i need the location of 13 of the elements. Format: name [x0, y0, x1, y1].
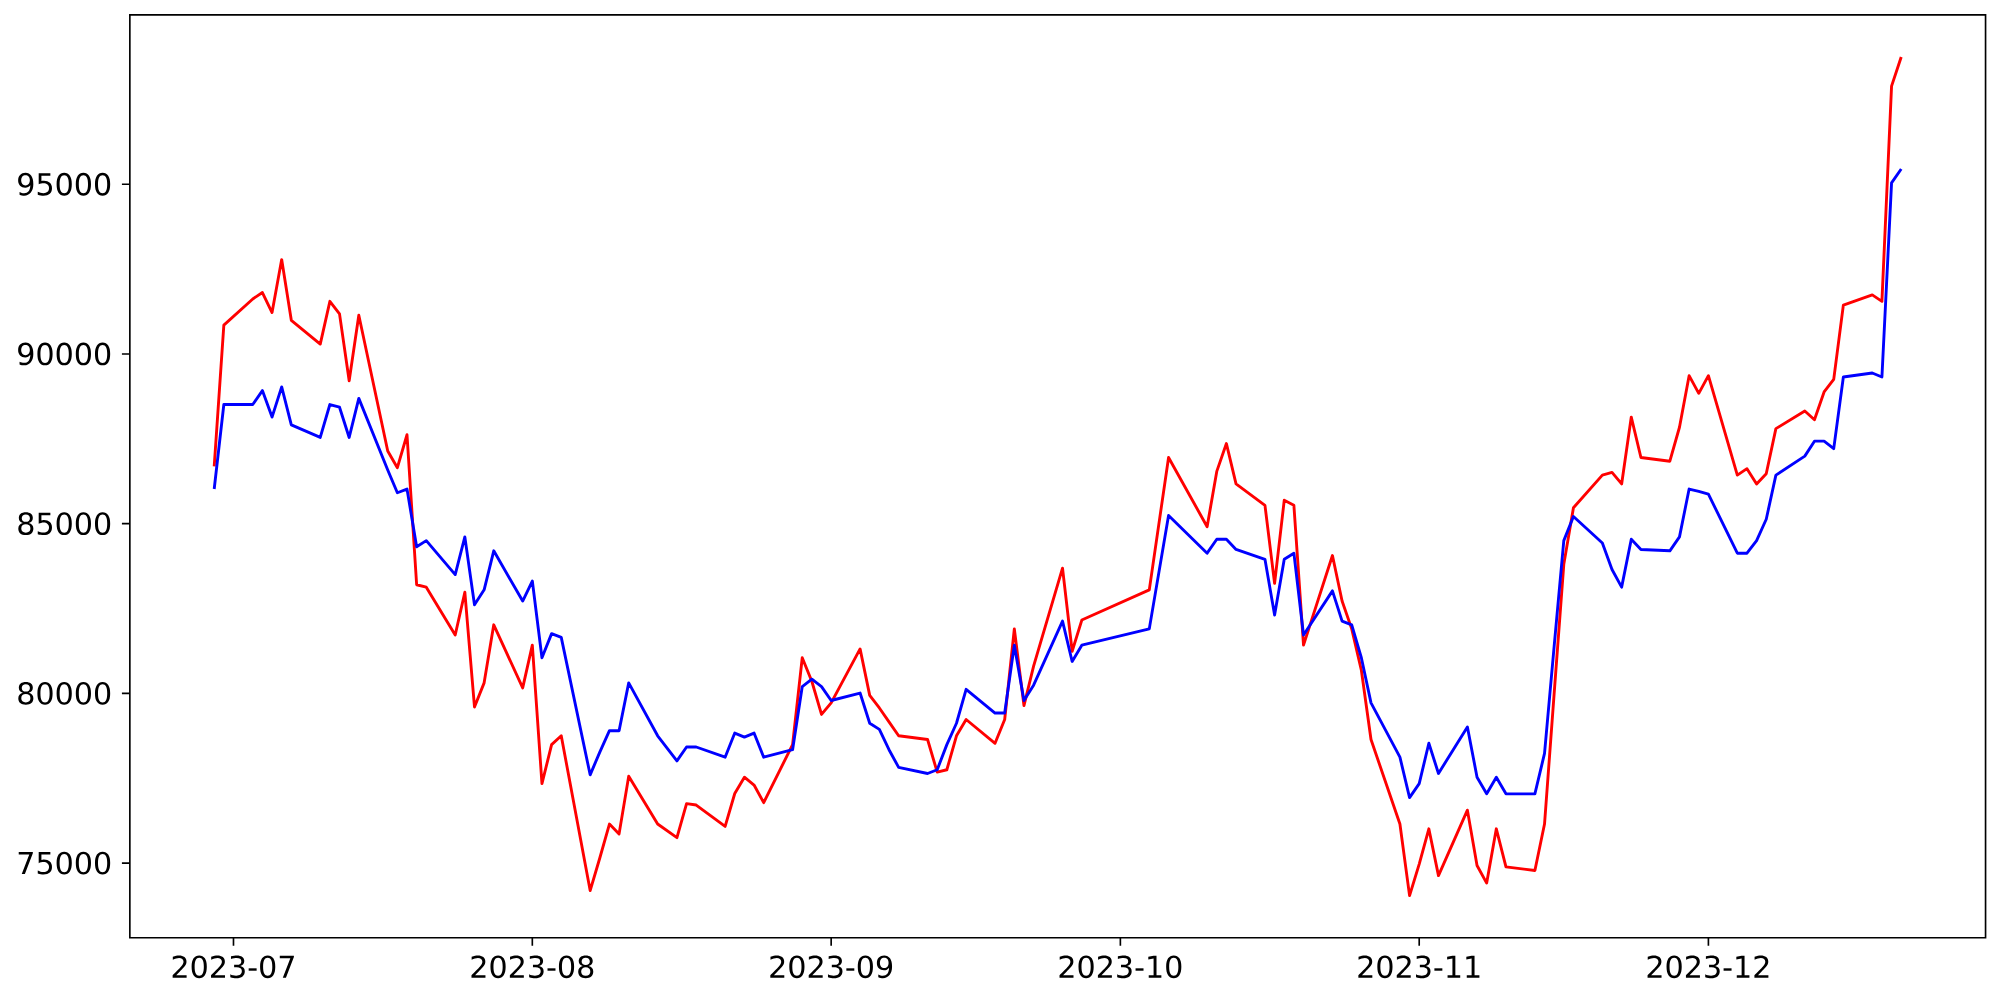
x-tick-label: 2023-09	[770, 955, 893, 979]
y-tick-label: 75000	[18, 851, 111, 875]
x-tick-label: 2023-08	[471, 955, 594, 979]
x-tick-label: 2023-10	[1059, 955, 1182, 979]
y-tick-label: 95000	[18, 172, 111, 196]
y-tick-label: 85000	[18, 512, 111, 535]
line-series	[212, 167, 1903, 799]
y-tick-label: 80000	[18, 681, 111, 705]
x-tick-label: 2023-12	[1647, 955, 1769, 979]
x-tick-label: 2023-07	[172, 955, 294, 979]
x-tick-label: 2023-11	[1358, 955, 1480, 979]
y-tick-label: 90000	[18, 342, 111, 366]
line-series	[212, 55, 1903, 897]
